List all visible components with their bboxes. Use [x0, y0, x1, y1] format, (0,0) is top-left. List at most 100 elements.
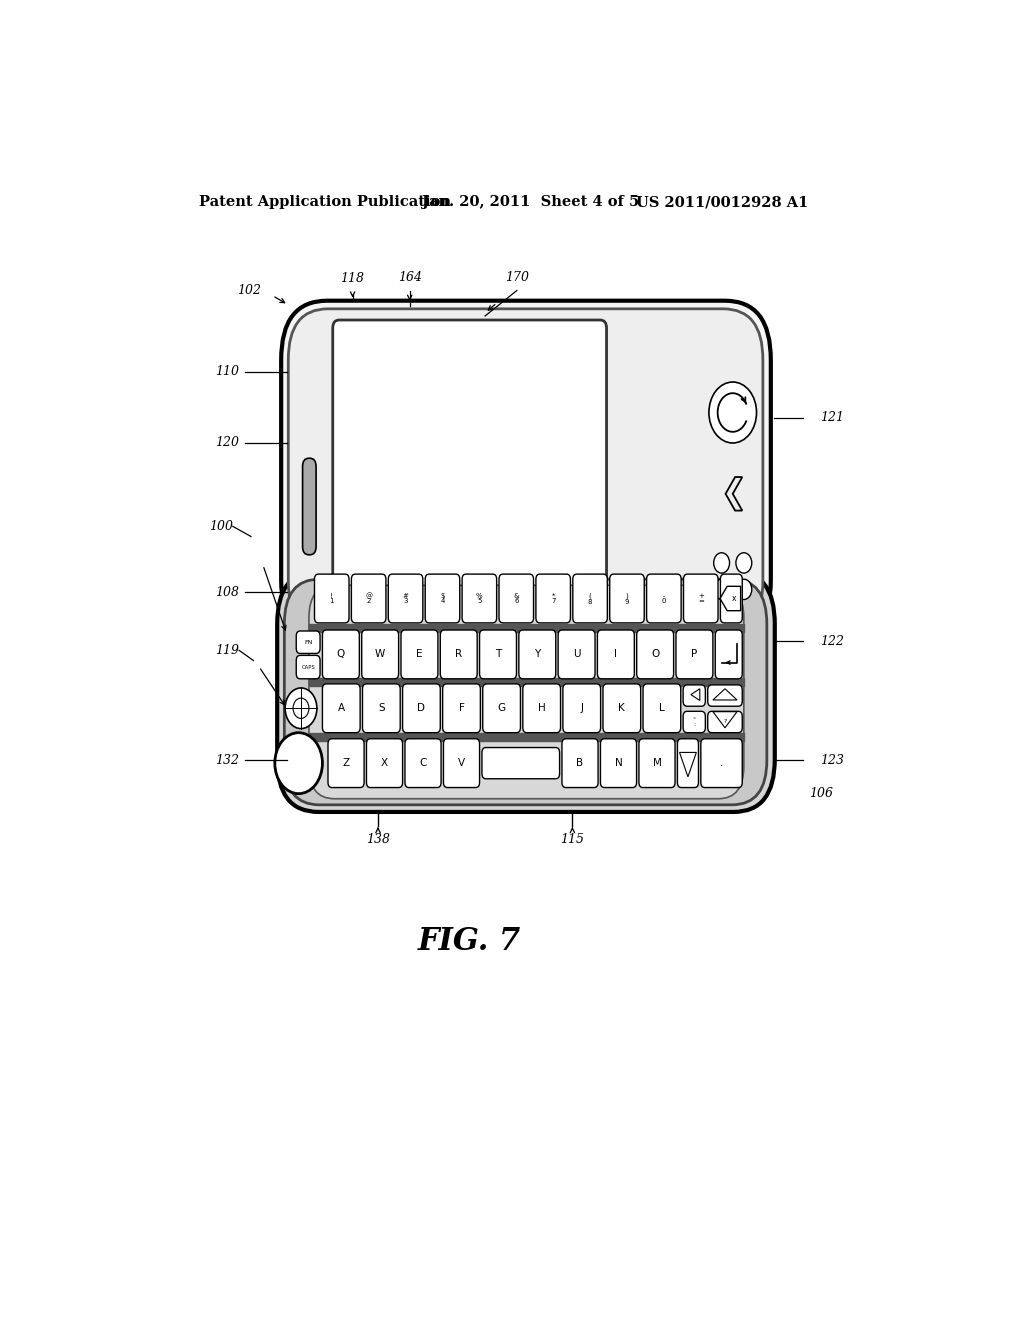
FancyBboxPatch shape [323, 684, 360, 733]
Text: L: L [659, 704, 665, 713]
FancyBboxPatch shape [367, 739, 402, 788]
Text: O: O [651, 649, 659, 660]
Text: 108: 108 [215, 586, 240, 599]
Text: Jan. 20, 2011  Sheet 4 of 5: Jan. 20, 2011 Sheet 4 of 5 [422, 195, 639, 209]
FancyBboxPatch shape [282, 301, 771, 639]
Text: T: T [495, 649, 501, 660]
Text: (
8: ( 8 [588, 593, 592, 605]
FancyBboxPatch shape [499, 574, 534, 623]
Text: H: H [538, 704, 546, 713]
Circle shape [709, 381, 757, 444]
FancyBboxPatch shape [519, 630, 556, 678]
Text: Y: Y [535, 649, 541, 660]
Text: 138: 138 [366, 833, 390, 846]
Text: F: F [459, 704, 465, 713]
Text: $
4: $ 4 [440, 593, 444, 605]
Circle shape [714, 553, 729, 573]
Text: !
1: ! 1 [330, 593, 334, 605]
Circle shape [736, 579, 752, 599]
Text: x: x [731, 594, 736, 603]
Text: &
6: & 6 [513, 593, 519, 605]
FancyBboxPatch shape [637, 630, 674, 678]
Text: 100: 100 [209, 520, 232, 533]
Text: *
7: * 7 [551, 593, 555, 605]
Circle shape [293, 698, 309, 718]
Text: -
0: - 0 [662, 593, 667, 605]
FancyBboxPatch shape [700, 739, 742, 788]
FancyBboxPatch shape [351, 574, 386, 623]
Text: 110: 110 [215, 366, 240, 379]
Text: #
3: # 3 [402, 593, 409, 605]
Text: I: I [614, 649, 617, 660]
FancyBboxPatch shape [558, 630, 595, 678]
FancyBboxPatch shape [683, 685, 706, 706]
FancyBboxPatch shape [609, 574, 644, 623]
FancyBboxPatch shape [597, 630, 634, 678]
FancyBboxPatch shape [402, 684, 440, 733]
Circle shape [736, 553, 752, 573]
Text: CAPS: CAPS [301, 664, 315, 669]
FancyBboxPatch shape [715, 630, 742, 678]
Text: P: P [691, 649, 697, 660]
FancyBboxPatch shape [462, 574, 497, 623]
Circle shape [714, 579, 729, 599]
FancyBboxPatch shape [563, 684, 601, 733]
FancyBboxPatch shape [708, 711, 742, 733]
Text: 121: 121 [820, 411, 844, 424]
FancyBboxPatch shape [721, 574, 742, 623]
Text: FIG. 7: FIG. 7 [418, 925, 521, 957]
FancyBboxPatch shape [676, 630, 713, 678]
Text: W: W [375, 649, 385, 660]
Text: S: S [378, 704, 385, 713]
FancyBboxPatch shape [708, 685, 742, 706]
FancyBboxPatch shape [303, 458, 316, 554]
Text: 118: 118 [341, 272, 365, 285]
Text: 164: 164 [397, 272, 422, 284]
Text: Z: Z [342, 758, 349, 768]
Text: 132: 132 [215, 754, 240, 767]
Text: 115: 115 [560, 833, 585, 846]
Text: FN: FN [304, 640, 312, 644]
FancyBboxPatch shape [440, 630, 477, 678]
FancyBboxPatch shape [388, 574, 423, 623]
FancyBboxPatch shape [314, 574, 349, 623]
Text: .: . [720, 758, 723, 768]
Text: K: K [618, 704, 626, 713]
FancyBboxPatch shape [361, 630, 398, 678]
FancyBboxPatch shape [572, 574, 607, 623]
FancyBboxPatch shape [296, 631, 321, 653]
FancyBboxPatch shape [289, 309, 763, 632]
Text: X: X [381, 758, 388, 768]
FancyBboxPatch shape [683, 711, 706, 733]
Text: US 2011/0012928 A1: US 2011/0012928 A1 [636, 195, 808, 209]
Text: B: B [577, 758, 584, 768]
Circle shape [274, 733, 323, 793]
Text: ?: ? [723, 719, 727, 725]
Text: U: U [572, 649, 581, 660]
FancyBboxPatch shape [678, 739, 698, 788]
FancyBboxPatch shape [603, 684, 641, 733]
FancyBboxPatch shape [600, 739, 637, 788]
FancyBboxPatch shape [479, 630, 516, 678]
Circle shape [285, 688, 316, 729]
Text: °
:: ° : [692, 717, 695, 727]
Text: +
=: + = [697, 593, 703, 605]
Text: Q: Q [337, 649, 345, 660]
Text: 170: 170 [505, 272, 528, 284]
Text: C: C [420, 758, 427, 768]
Text: 106: 106 [809, 787, 833, 800]
FancyBboxPatch shape [296, 655, 321, 678]
Text: @
2: @ 2 [366, 593, 372, 605]
FancyBboxPatch shape [639, 739, 675, 788]
Text: N: N [614, 758, 623, 768]
Text: )
9: ) 9 [625, 593, 629, 605]
FancyBboxPatch shape [646, 574, 681, 623]
FancyBboxPatch shape [443, 739, 479, 788]
Text: M: M [652, 758, 662, 768]
FancyBboxPatch shape [362, 684, 400, 733]
Text: J: J [581, 704, 584, 713]
FancyBboxPatch shape [482, 747, 559, 779]
Text: %
5: % 5 [476, 593, 482, 605]
FancyBboxPatch shape [333, 319, 606, 620]
FancyBboxPatch shape [323, 630, 359, 678]
